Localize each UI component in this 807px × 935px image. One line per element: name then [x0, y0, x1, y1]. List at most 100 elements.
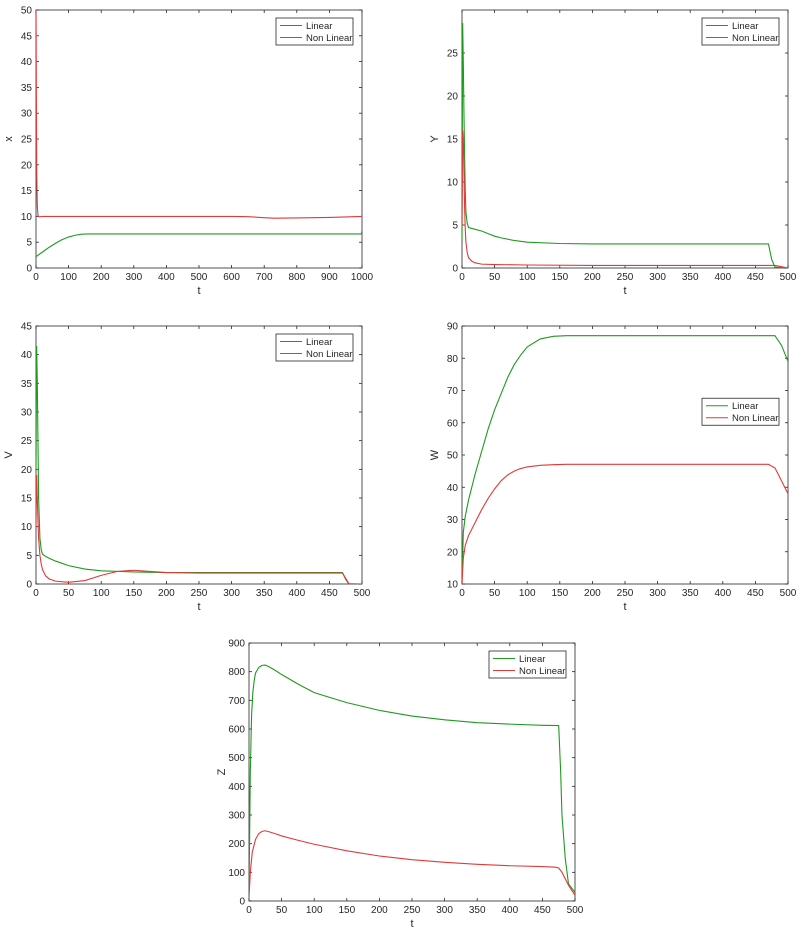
plot-area: [461, 9, 789, 269]
x-tick-label: 100: [306, 905, 323, 916]
y-tick-label: 5: [26, 551, 32, 562]
y-tick-label: 80: [447, 354, 459, 365]
y-tick-label: 30: [447, 515, 459, 526]
x-tick-label: 200: [584, 588, 601, 599]
legend-entry: Non Linear: [519, 666, 565, 677]
x-axis-label: t: [197, 601, 200, 613]
plot-area: [248, 642, 576, 902]
x-tick-label: 500: [354, 588, 371, 599]
y-tick-label: 50: [21, 6, 33, 17]
y-tick-label: 60: [447, 418, 459, 429]
x-tick-label: 350: [682, 272, 699, 283]
x-tick-label: 100: [93, 588, 110, 599]
x-tick-label: 100: [60, 272, 77, 283]
x-tick-label: 300: [125, 272, 142, 283]
y-tick-label: 15: [21, 186, 33, 197]
y-tick-label: 40: [21, 350, 33, 361]
x-tick-label: 200: [158, 588, 175, 599]
x-tick-label: 200: [93, 272, 110, 283]
x-tick-label: 150: [551, 588, 568, 599]
x-tick-label: 250: [191, 588, 208, 599]
y-tick-label: 70: [447, 386, 459, 397]
y-tick-label: 500: [228, 753, 245, 764]
x-tick-label: 350: [469, 905, 486, 916]
y-axis-label: Z: [216, 768, 228, 775]
x-tick-label: 0: [246, 905, 252, 916]
x-tick-label: 300: [649, 588, 666, 599]
x-tick-label: 450: [321, 588, 338, 599]
x-tick-label: 300: [223, 588, 240, 599]
y-tick-label: 5: [452, 221, 458, 232]
y-tick-label: 20: [447, 547, 459, 558]
chart-panel-4: 0 50 100 150 200 250 300 350 400 450 500 0 100 200 300…: [216, 639, 584, 931]
x-tick-label: 0: [459, 272, 465, 283]
y-tick-label: 15: [21, 494, 33, 505]
series-line-linear: [462, 335, 788, 584]
legend-box: [701, 397, 780, 426]
legend-entry: Non Linear: [306, 349, 352, 360]
plot-area: [461, 325, 789, 585]
chart-panel-1: 0 50 100 150 200 250 300 350 400 450 500 0 5 10 15 20 25…: [429, 9, 797, 297]
series-line-non-linear: [36, 475, 362, 584]
legend-entry: Linear: [732, 401, 758, 412]
series-line-non-linear: [462, 130, 788, 268]
y-tick-label: 15: [447, 135, 459, 146]
x-tick-label: 500: [191, 272, 208, 283]
series-line-non-linear: [249, 830, 575, 899]
y-tick-label: 30: [21, 408, 33, 419]
x-tick-label: 50: [63, 588, 75, 599]
y-tick-label: 25: [447, 49, 459, 60]
y-axis-label: W: [429, 449, 441, 460]
y-tick-label: 30: [21, 109, 33, 120]
x-tick-label: 50: [489, 272, 501, 283]
x-tick-label: 200: [584, 272, 601, 283]
x-tick-label: 0: [459, 588, 465, 599]
plot-area: [35, 9, 363, 269]
y-tick-label: 45: [21, 322, 33, 333]
y-tick-label: 35: [21, 379, 33, 390]
legend-box: [275, 333, 354, 362]
series-line-linear: [36, 346, 362, 584]
y-tick-label: 700: [228, 696, 245, 707]
x-tick-label: 150: [551, 272, 568, 283]
legend-entry: Non Linear: [732, 413, 778, 424]
x-tick-label: 900: [321, 272, 338, 283]
y-tick-label: 10: [21, 522, 33, 533]
y-tick-label: 900: [228, 639, 245, 650]
x-tick-label: 150: [338, 905, 355, 916]
x-tick-label: 350: [256, 588, 273, 599]
x-tick-label: 250: [404, 905, 421, 916]
y-axis-label: V: [3, 451, 15, 459]
x-tick-label: 250: [617, 588, 634, 599]
y-tick-label: 400: [228, 782, 245, 793]
x-tick-label: 500: [567, 905, 584, 916]
y-tick-label: 0: [26, 264, 32, 275]
plot-area: [35, 325, 363, 585]
x-axis-label: t: [410, 918, 413, 930]
y-tick-label: 0: [452, 264, 458, 275]
legend-box: [275, 17, 354, 46]
x-tick-label: 1000: [351, 272, 374, 283]
x-tick-label: 0: [33, 272, 39, 283]
y-axis-label: Y: [429, 135, 441, 143]
x-tick-label: 450: [747, 588, 764, 599]
legend-entry: Linear: [519, 654, 545, 665]
series-line-linear: [249, 664, 575, 896]
y-tick-label: 5: [26, 238, 32, 249]
x-tick-label: 150: [125, 588, 142, 599]
x-tick-label: 400: [501, 905, 518, 916]
y-tick-label: 0: [239, 897, 245, 908]
x-axis-label: t: [197, 285, 200, 297]
y-tick-label: 25: [21, 436, 33, 447]
x-tick-label: 600: [223, 272, 240, 283]
x-tick-label: 450: [747, 272, 764, 283]
y-tick-label: 45: [21, 31, 33, 42]
x-tick-label: 50: [276, 905, 288, 916]
y-tick-label: 20: [21, 465, 33, 476]
legend-entry: Linear: [306, 337, 332, 348]
x-tick-label: 50: [489, 588, 501, 599]
x-tick-label: 500: [780, 588, 797, 599]
x-tick-label: 500: [780, 272, 797, 283]
